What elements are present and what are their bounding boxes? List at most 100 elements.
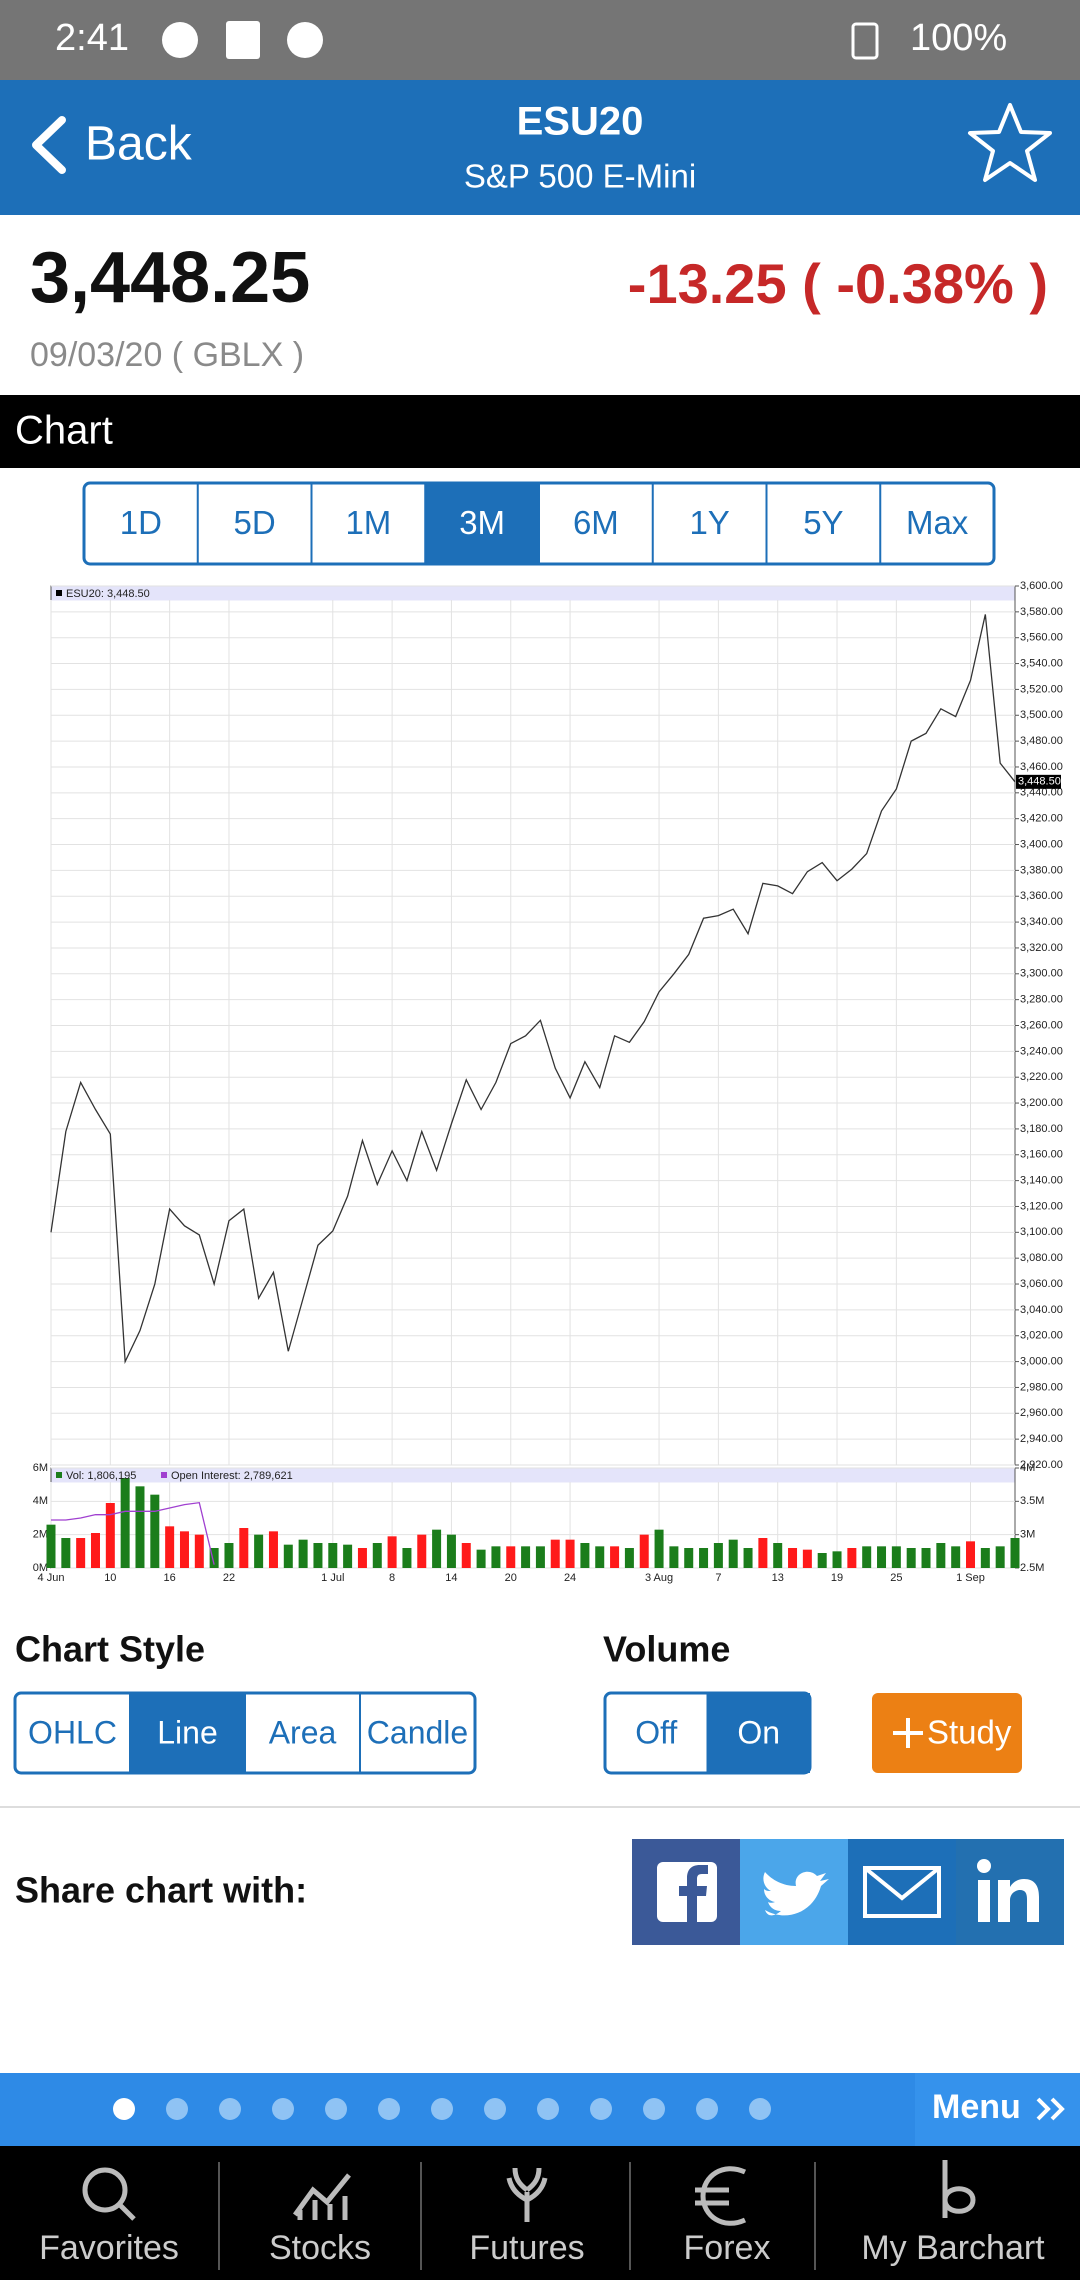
legend: Open Interest: 2,789,621	[171, 1470, 293, 1482]
y2-tick-label: 2.5M	[1020, 1562, 1044, 1574]
tab-label[interactable]: My Barchart	[861, 2229, 1045, 2267]
segment-option[interactable]: 1M	[345, 504, 391, 541]
open-interest-line	[51, 1501, 215, 1565]
volume-bar	[624, 1548, 634, 1568]
volume-bar	[862, 1546, 872, 1568]
volume-bar	[773, 1543, 783, 1568]
x-tick-label: 20	[505, 1572, 517, 1584]
segment-option[interactable]: OHLC	[28, 1714, 117, 1750]
y-tick-label: 3,180.00	[1020, 1123, 1063, 1135]
segment-option[interactable]: 3M	[459, 504, 505, 541]
tab-label[interactable]: Favorites	[39, 2229, 179, 2267]
x-tick-label: 13	[772, 1572, 784, 1584]
quote-date: 09/03/20 ( GBLX )	[30, 336, 304, 374]
page-dot[interactable]	[643, 2098, 665, 2120]
segment-option[interactable]: 5D	[234, 504, 276, 541]
x-tick-label: 14	[445, 1572, 457, 1584]
segment-option[interactable]: On	[737, 1714, 780, 1750]
volume-bar	[980, 1548, 990, 1568]
battery: 100%	[910, 17, 1007, 59]
page-dot[interactable]	[484, 2098, 506, 2120]
study-button[interactable]	[872, 1693, 1022, 1773]
symbol: ESU20	[517, 100, 644, 144]
volume-bar	[298, 1539, 308, 1568]
volume-bar	[76, 1538, 86, 1568]
segment-option[interactable]: 1Y	[689, 504, 729, 541]
x-tick-label: 4 Jun	[38, 1572, 65, 1584]
page-dot[interactable]	[749, 2098, 771, 2120]
y-tick-label: 3,560.00	[1020, 632, 1063, 644]
volume-bar	[224, 1543, 234, 1568]
segment-option[interactable]: Max	[906, 504, 969, 541]
segment-option[interactable]: Off	[635, 1714, 677, 1750]
page-dot[interactable]	[590, 2098, 612, 2120]
volume-bar	[877, 1546, 887, 1568]
y-tick-label: 3,460.00	[1020, 761, 1063, 773]
y-tick-label: 3,020.00	[1020, 1330, 1063, 1342]
volume-bar	[461, 1543, 471, 1568]
y-tick-label: 2M	[33, 1529, 48, 1541]
segment-option[interactable]: Line	[157, 1714, 218, 1750]
y-tick-label: 3,080.00	[1020, 1252, 1063, 1264]
page-dot[interactable]	[219, 2098, 241, 2120]
favorite-star[interactable]	[968, 103, 1052, 182]
back-button[interactable]: Back	[85, 118, 193, 171]
legend-swatch	[56, 1472, 62, 1478]
segment-option[interactable]: 6M	[573, 504, 619, 541]
legend: ESU20: 3,448.50	[66, 588, 150, 600]
volume-bar	[832, 1551, 842, 1568]
volume-bar	[639, 1534, 649, 1568]
page-dot[interactable]	[113, 2098, 135, 2120]
segment-option[interactable]: Area	[269, 1714, 337, 1750]
tab-label[interactable]: Forex	[684, 2229, 771, 2267]
volume-bar	[283, 1544, 293, 1568]
tab-label[interactable]: Stocks	[269, 2229, 371, 2267]
legend: Vol: 1,806,195	[66, 1470, 136, 1482]
page-dot[interactable]	[431, 2098, 453, 2120]
tab-label[interactable]: Futures	[469, 2229, 584, 2267]
menu-button[interactable]	[915, 2073, 1080, 2146]
volume-bar	[758, 1538, 768, 1568]
volume-bar	[402, 1548, 412, 1568]
y2-tick-label: 3.5M	[1020, 1495, 1044, 1507]
volume-bar	[847, 1548, 857, 1568]
y-tick-label: 3,540.00	[1020, 657, 1063, 669]
volume-label: Volume	[603, 1629, 730, 1670]
segment-option[interactable]: Candle	[367, 1714, 468, 1750]
y-tick-label: 3,340.00	[1020, 916, 1063, 928]
segment-option[interactable]: 5Y	[803, 504, 843, 541]
price-line	[50, 614, 1016, 1365]
back-icon[interactable]	[32, 116, 66, 174]
y-tick-label: 2,980.00	[1020, 1381, 1063, 1393]
menu-label[interactable]: Menu	[932, 2088, 1021, 2126]
status-time: 2:41	[55, 17, 129, 59]
volume-bar	[802, 1549, 812, 1568]
volume-bar	[788, 1548, 798, 1568]
study-label[interactable]: Study	[927, 1714, 1012, 1751]
y-tick-label: 3,360.00	[1020, 890, 1063, 902]
volume-bar	[669, 1546, 679, 1568]
volume-bar	[343, 1544, 353, 1568]
page-dot[interactable]	[325, 2098, 347, 2120]
y-tick-label: 3,140.00	[1020, 1175, 1063, 1187]
linkedin-i	[978, 1880, 990, 1922]
volume-bar	[521, 1546, 531, 1568]
y-tick-label: 2,920.00	[1020, 1459, 1063, 1471]
volume-bar	[491, 1546, 501, 1568]
page-dot[interactable]	[166, 2098, 188, 2120]
page-dot[interactable]	[272, 2098, 294, 2120]
y-tick-label: 3,000.00	[1020, 1355, 1063, 1367]
legend-swatch	[56, 590, 62, 596]
segment-option[interactable]: 1D	[120, 504, 162, 541]
page-dot[interactable]	[696, 2098, 718, 2120]
segment-selected	[425, 483, 539, 564]
page-dot[interactable]	[378, 2098, 400, 2120]
volume-bar	[684, 1548, 694, 1568]
page-dot[interactable]	[537, 2098, 559, 2120]
volume-bar	[135, 1486, 145, 1568]
x-tick-label: 1 Sep	[956, 1572, 985, 1584]
calendar-icon	[226, 21, 260, 59]
volume-bar	[239, 1528, 249, 1568]
chart-style-label: Chart Style	[15, 1629, 205, 1670]
